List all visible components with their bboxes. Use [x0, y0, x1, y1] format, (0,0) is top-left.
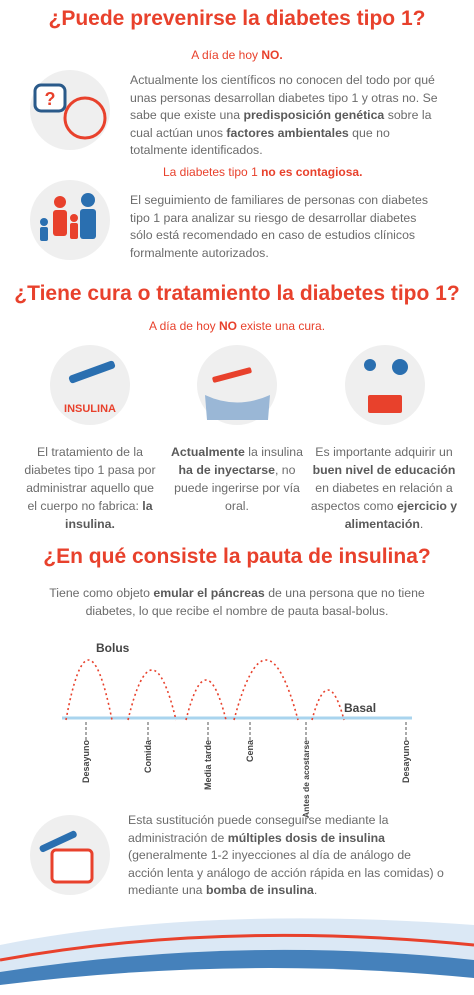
pen-icon — [68, 360, 116, 384]
text: de una persona que no tiene diabetes, lo… — [85, 586, 425, 618]
emphasis: factores ambientales — [226, 125, 349, 140]
text: que no totalmente identificados. — [130, 125, 390, 158]
time-markers — [85, 722, 407, 742]
text: La diabetes tipo 1 — [163, 165, 262, 179]
text: . — [419, 517, 424, 531]
paragraph: Actualmente los científicos no conocen d… — [130, 72, 442, 160]
book-icon — [368, 395, 402, 413]
icon-label: INSULINA — [64, 403, 116, 415]
paragraph: Tiene como objeto emular el páncreas de … — [35, 585, 439, 620]
bolus-curves — [65, 659, 345, 721]
section-title: ¿En qué consiste la pauta de insulina? — [43, 545, 431, 568]
moment-label: Cena — [245, 739, 255, 762]
moment-label: Desayuno — [81, 739, 91, 783]
emphasis: bomba de insulina — [205, 883, 314, 897]
subtitle: A día de hoy NO. — [0, 48, 474, 62]
food-icon — [392, 359, 408, 375]
paragraph: El seguimiento de familiares de personas… — [130, 193, 429, 260]
paragraph: Esta sustitución puede conseguirse media… — [128, 812, 446, 900]
emphasis: NO. — [261, 48, 283, 62]
emphasis: ejercicio y alimentación — [344, 499, 458, 531]
pump-icon — [50, 848, 94, 884]
emphasis: Actualmente — [171, 445, 245, 459]
text: la insulina — [244, 445, 303, 459]
text: sobre la cual actúan unos — [130, 108, 432, 140]
wave — [0, 933, 474, 962]
text: existe una cura. — [237, 319, 326, 333]
emphasis: múltiples dosis de insulina — [227, 830, 385, 845]
moment-label: Comida — [143, 739, 153, 773]
text: El tratamiento de la diabetes tipo 1 pas… — [24, 445, 156, 513]
subtitle: A día de hoy NO existe una cura. — [0, 319, 474, 333]
emphasis: buen nivel de educación — [312, 463, 456, 477]
family-icon — [40, 193, 96, 241]
belly-icon — [205, 395, 270, 420]
sport-icon — [364, 359, 376, 371]
text: Es importante adquirir un — [315, 445, 453, 459]
moment-label: Antes de acostarse — [301, 740, 311, 818]
moment-label: Media tarde — [203, 740, 213, 790]
section-title: ¿Puede prevenirse la diabetes tipo 1? — [48, 7, 426, 30]
text: , no puede ingerirse por vía oral. — [174, 463, 300, 513]
pen-icon — [39, 830, 77, 853]
emphasis: no es contagiosa. — [261, 165, 363, 179]
text: (generalmente 1-2 inyecciones al día de … — [128, 848, 444, 897]
emphasis: emular el páncreas — [153, 586, 265, 600]
face-icon — [63, 96, 107, 140]
text: en diabetes en relación a aspectos como — [310, 481, 453, 513]
column-text: Actualmente la insulina ha de inyectarse… — [167, 443, 307, 515]
emphasis: la insulina. — [65, 499, 153, 531]
text: . — [313, 883, 318, 897]
bolus-label: Bolus — [96, 641, 130, 655]
column-text: Es importante adquirir un buen nivel de … — [310, 443, 458, 533]
note: La diabetes tipo 1 no es contagiosa. — [163, 165, 362, 179]
wave — [0, 968, 474, 995]
emphasis: predisposición genética — [243, 108, 385, 122]
question-mark: ? — [45, 89, 56, 109]
column-text: El tratamiento de la diabetes tipo 1 pas… — [20, 443, 160, 533]
text: A día de hoy — [148, 319, 219, 333]
pen-icon — [212, 367, 252, 383]
section-title: ¿Tiene cura o tratamiento la diabetes ti… — [14, 282, 460, 305]
basal-label: Basal — [344, 701, 376, 715]
emphasis: NO — [219, 319, 237, 333]
question-icon — [33, 83, 67, 113]
text: A día de hoy — [191, 48, 262, 62]
emphasis: ha de inyectarse — [178, 463, 275, 477]
text: Esta sustitución puede conseguirse media… — [128, 813, 389, 845]
text: Tiene como objeto — [49, 586, 154, 600]
text: Actualmente los científicos no conocen d… — [130, 73, 438, 122]
moment-label: Desayuno — [401, 739, 411, 783]
